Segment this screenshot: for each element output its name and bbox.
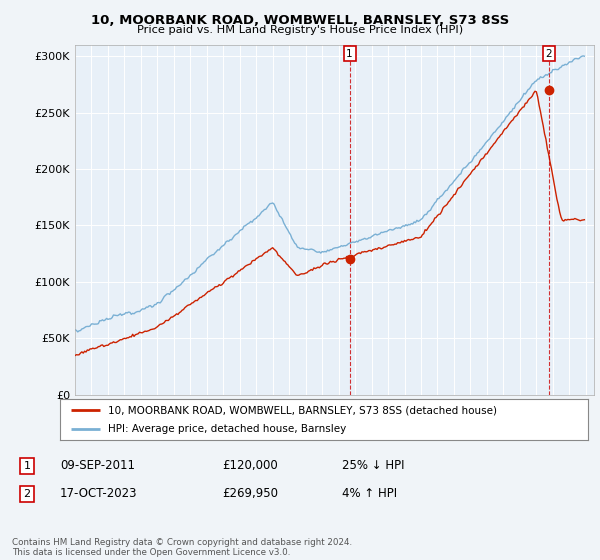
Text: 1: 1 bbox=[23, 461, 31, 471]
Text: 2: 2 bbox=[545, 49, 552, 59]
Text: £120,000: £120,000 bbox=[222, 459, 278, 473]
Text: Price paid vs. HM Land Registry's House Price Index (HPI): Price paid vs. HM Land Registry's House … bbox=[137, 25, 463, 35]
Text: 10, MOORBANK ROAD, WOMBWELL, BARNSLEY, S73 8SS: 10, MOORBANK ROAD, WOMBWELL, BARNSLEY, S… bbox=[91, 14, 509, 27]
Text: 2: 2 bbox=[23, 489, 31, 499]
Text: Contains HM Land Registry data © Crown copyright and database right 2024.
This d: Contains HM Land Registry data © Crown c… bbox=[12, 538, 352, 557]
Text: 1: 1 bbox=[346, 49, 353, 59]
Text: HPI: Average price, detached house, Barnsley: HPI: Average price, detached house, Barn… bbox=[107, 424, 346, 433]
Text: 17-OCT-2023: 17-OCT-2023 bbox=[60, 487, 137, 501]
Text: 25% ↓ HPI: 25% ↓ HPI bbox=[342, 459, 404, 473]
Text: £269,950: £269,950 bbox=[222, 487, 278, 501]
Text: 4% ↑ HPI: 4% ↑ HPI bbox=[342, 487, 397, 501]
Text: 10, MOORBANK ROAD, WOMBWELL, BARNSLEY, S73 8SS (detached house): 10, MOORBANK ROAD, WOMBWELL, BARNSLEY, S… bbox=[107, 405, 497, 415]
Text: 09-SEP-2011: 09-SEP-2011 bbox=[60, 459, 135, 473]
